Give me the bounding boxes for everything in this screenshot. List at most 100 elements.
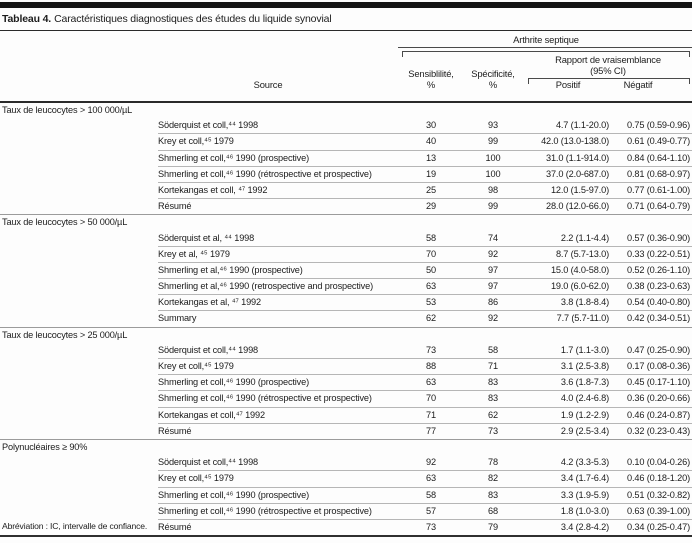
row-source: Krey et coll,⁴⁵ 1979: [158, 136, 234, 147]
row-lr-positive: 3.4 (2.8-4.2): [560, 521, 609, 532]
table-row: Résumé 29 99 28.0 (12.0-66.0) 0.71 (0.64-0.7…: [158, 199, 692, 214]
row-specificity: 86: [488, 297, 498, 308]
row-specificity: 71: [488, 361, 498, 371]
row-specificity: 83: [488, 377, 498, 388]
column-header-sensitivity: Sensiblilité, %: [400, 68, 462, 90]
table-row: Söderquist et coll,⁴⁴ 1998 73 58 1.7 (1.1-3…: [158, 343, 692, 359]
row-lr-negative: 0.17 (0.08-0.36): [627, 361, 690, 371]
row-lr-negative: 0.33 (0.22-0.51): [627, 248, 690, 259]
table-number-label: Tableau 4.: [2, 13, 52, 25]
row-sensitivity: 62: [426, 313, 436, 324]
table-row: Shmerling et coll,⁴⁶ 1990 (rétrospective…: [158, 391, 692, 408]
likelihood-ratio-label-line2: (95% CI): [590, 64, 626, 76]
row-sensitivity: 40: [426, 136, 436, 147]
row-sensitivity: 53: [426, 297, 436, 308]
row-sensitivity: 50: [426, 264, 436, 275]
column-header-specificity: Spécificité, %: [462, 68, 524, 90]
row-lr-negative: 0.57 (0.36-0.90): [627, 232, 690, 243]
likelihood-ratio-label-line1: Rapport de vraisemblance: [555, 54, 661, 65]
table-body: Taux de leucocytes > 100 000/µL Söderquis…: [0, 103, 692, 538]
row-lr-positive: 3.4 (1.7-6.4): [560, 473, 609, 484]
table-row: Söderquist et coll,⁴⁴ 1998 92 78 4.2 (3.3-5…: [158, 455, 692, 472]
row-lr-positive: 42.0 (13.0-138.0): [541, 136, 609, 147]
row-lr-negative: 0.84 (0.64-1.10): [627, 152, 690, 163]
row-specificity: 83: [488, 393, 498, 404]
specificity-label-line1: Spécificité,: [471, 68, 515, 79]
section-title: Taux de leucocytes > 100 000/µL: [2, 105, 133, 115]
row-lr-negative: 0.75 (0.59-0.96): [627, 120, 690, 131]
row-sensitivity: 70: [426, 248, 436, 259]
row-lr-negative: 0.77 (0.61-1.00): [627, 184, 690, 195]
row-specificity: 83: [488, 489, 498, 500]
row-source: Kortekangas et al, ⁴⁷ 1992: [158, 297, 261, 308]
table-row: Résumé 77 73 2.9 (2.5-3.4) 0.32 (0.23-0.43): [158, 424, 692, 439]
row-sensitivity: 73: [426, 344, 436, 355]
row-specificity: 92: [488, 248, 498, 259]
group-underline-rule: [398, 47, 692, 48]
sensitivity-label-line1: Sensiblilité,: [408, 68, 454, 79]
row-source: Krey et al, ⁴⁵ 1979: [158, 248, 230, 259]
row-source: Résumé: [158, 521, 192, 532]
row-lr-negative: 0.63 (0.39-1.00): [627, 505, 690, 516]
row-lr-positive: 3.6 (1.8-7.3): [560, 377, 609, 388]
row-specificity: 97: [488, 281, 498, 292]
row-sensitivity: 58: [426, 489, 436, 500]
row-specificity: 79: [488, 521, 498, 532]
row-sensitivity: 25: [426, 184, 436, 195]
row-source: Söderquist et coll,⁴⁴ 1998: [158, 344, 259, 355]
column-header-lr-negative: Négatif: [623, 79, 653, 90]
row-lr-negative: 0.71 (0.64-0.79): [627, 201, 690, 212]
row-source: Shmerling et al,⁴⁶ 1990 (prospective): [158, 264, 303, 275]
row-source: Kortekangas et coll,⁴⁷ 1992: [158, 409, 265, 420]
row-specificity: 78: [488, 457, 498, 468]
table-row: Shmerling et al,⁴⁶ 1990 (retrospective a…: [158, 279, 692, 296]
column-header-source: Source: [253, 79, 283, 90]
row-lr-positive: 2.9 (2.5-3.4): [560, 425, 609, 436]
row-lr-positive: 37.0 (2.0-687.0): [546, 168, 609, 179]
row-sensitivity: 70: [426, 393, 436, 404]
row-source: Söderquist et coll,⁴⁴ 1998: [158, 120, 259, 131]
table-header: Arthrite septique Rapport de vraisemblan…: [0, 31, 692, 103]
row-specificity: 58: [488, 344, 498, 355]
row-sensitivity: 73: [426, 521, 436, 532]
row-source: Shmerling et coll,⁴⁶ 1990 (rétrospective…: [158, 168, 372, 179]
row-lr-positive: 3.3 (1.9-5.9): [560, 489, 609, 500]
table-row: Résumé 73 79 3.4 (2.8-4.2) 0.34 (0.25-0.47): [158, 520, 692, 535]
row-lr-positive: 19.0 (6.0-62.0): [550, 281, 609, 292]
row-lr-positive: 1.8 (1.0-3.0): [560, 505, 609, 516]
table-title-text: Caractéristiques diagnostiques des étude…: [54, 13, 332, 25]
row-source: Résumé: [158, 201, 192, 212]
row-lr-positive: 3.8 (1.8-8.4): [560, 297, 609, 308]
row-sensitivity: 63: [426, 473, 436, 484]
table-section: Polynucléaires ≥ 90% Söderquist et coll,⁴…: [0, 440, 692, 538]
table-row: Söderquist et coll,⁴⁴ 1998 30 93 4.7 (1.1-2…: [158, 118, 692, 135]
row-lr-positive: 7.7 (5.7-11.0): [556, 313, 610, 324]
row-sensitivity: 13: [426, 152, 436, 163]
row-lr-negative: 0.32 (0.23-0.43): [627, 425, 690, 436]
row-specificity: 99: [488, 136, 498, 147]
row-lr-positive: 4.7 (1.1-20.0): [555, 120, 609, 131]
row-source: Summary: [158, 313, 197, 324]
row-lr-negative: 0.34 (0.25-0.47): [627, 521, 690, 532]
specificity-label-line2: %: [488, 78, 498, 90]
table-section: Taux de leucocytes > 100 000/µL Söderquis…: [0, 103, 692, 216]
row-lr-negative: 0.61 (0.49-0.77): [627, 136, 690, 147]
table-row: Shmerling et coll,⁴⁶ 1990 (prospective) 5…: [158, 488, 692, 504]
row-sensitivity: 63: [426, 281, 436, 292]
row-sensitivity: 58: [426, 232, 436, 243]
row-source: Shmerling et coll,⁴⁶ 1990 (prospective): [158, 489, 309, 500]
row-sensitivity: 30: [426, 120, 436, 131]
row-source: Shmerling et coll,⁴⁶ 1990 (prospective): [158, 152, 309, 163]
row-specificity: 92: [488, 313, 498, 324]
row-source: Shmerling et coll,⁴⁶ 1990 (rétrospective…: [158, 505, 372, 516]
row-sensitivity: 71: [426, 409, 436, 420]
table-row: Shmerling et coll,⁴⁶ 1990 (rétrospective…: [158, 504, 692, 520]
table-row: Krey et coll,⁴⁵ 1979 88 71 3.1 (2.5-3.8) 0.1…: [158, 359, 692, 376]
row-specificity: 99: [488, 201, 498, 212]
row-lr-negative: 0.36 (0.20-0.66): [627, 393, 690, 404]
table-row: Shmerling et coll,⁴⁶ 1990 (rétrospective…: [158, 167, 692, 183]
row-specificity: 62: [488, 409, 498, 420]
table-row: Krey et coll,⁴⁵ 1979 63 82 3.4 (1.7-6.4) 0.4…: [158, 471, 692, 488]
table-row: Krey et coll,⁴⁵ 1979 40 99 42.0 (13.0-138.0…: [158, 134, 692, 151]
row-lr-positive: 3.1 (2.5-3.8): [560, 361, 609, 371]
